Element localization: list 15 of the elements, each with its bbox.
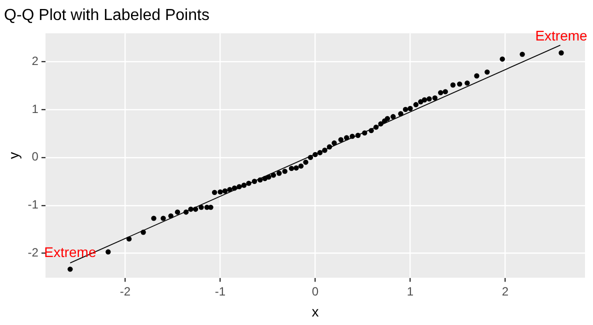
x-tick-label: 2 xyxy=(502,284,509,298)
annotation: Extreme xyxy=(535,28,588,44)
y-axis-title: y xyxy=(5,152,22,159)
y-tick-label: -2 xyxy=(28,246,39,260)
x-axis-title: x xyxy=(312,303,319,320)
y-tick-label: 0 xyxy=(32,150,39,164)
y-tick-label: 1 xyxy=(32,102,39,116)
y-tick-label: -1 xyxy=(28,198,39,212)
x-tick-label: 0 xyxy=(312,284,319,298)
x-tick-label: -1 xyxy=(214,284,226,298)
chart-title: Q-Q Plot with Labeled Points xyxy=(4,7,210,24)
x-tick-label: 1 xyxy=(406,284,414,298)
x-tick-label: -2 xyxy=(120,284,131,298)
y-tick-label: 2 xyxy=(32,54,39,68)
annotation: Extreme xyxy=(44,244,96,260)
